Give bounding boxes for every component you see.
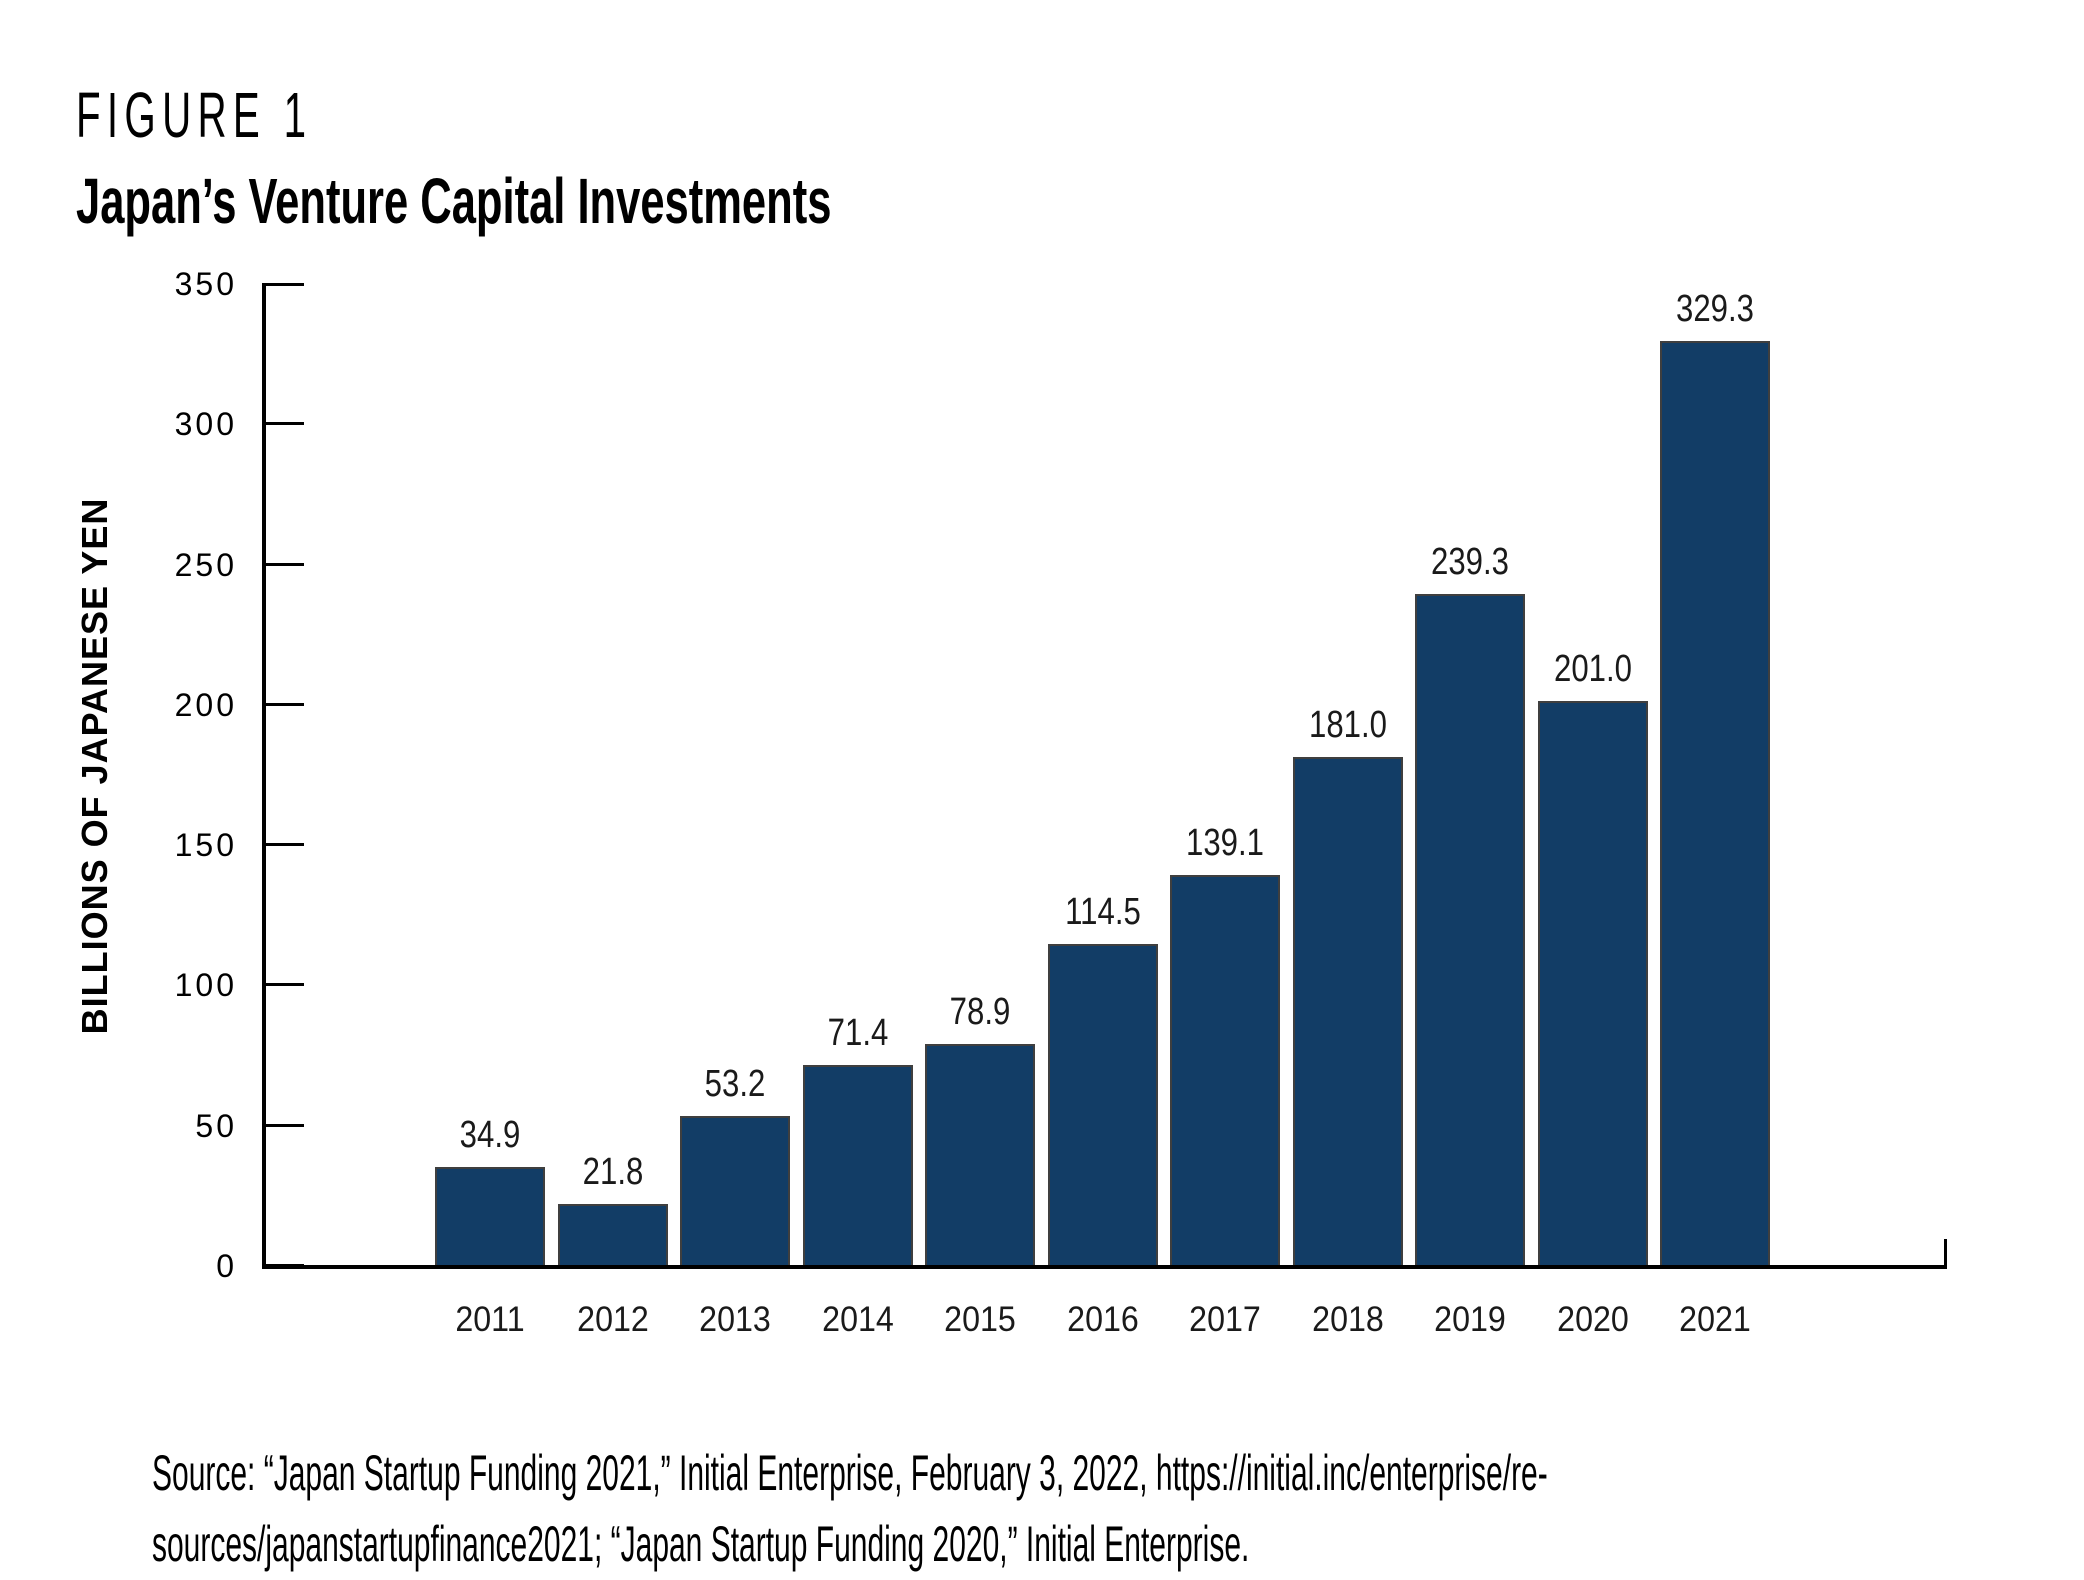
x-tick-label-2016: 2016 [1067, 1300, 1139, 1339]
y-tick-label-350: 350 [174, 266, 237, 302]
bar-2021 [1660, 341, 1770, 1265]
x-tick-label-2012: 2012 [577, 1300, 649, 1339]
bar-2015 [925, 1044, 1035, 1265]
x-tick-label-2021: 2021 [1679, 1300, 1751, 1339]
bar-value-label-2011: 34.9 [459, 1114, 521, 1156]
bar-value-label-2019: 239.3 [1431, 541, 1509, 583]
bar-2019 [1415, 594, 1525, 1265]
x-tick-label-2020: 2020 [1557, 1300, 1629, 1339]
x-tick-label-2017: 2017 [1189, 1300, 1261, 1339]
bar-value-label-2015: 78.9 [949, 991, 1011, 1033]
bar-value-label-2020: 201.0 [1554, 648, 1632, 690]
y-tick-350 [262, 283, 304, 286]
y-tick-0 [262, 1264, 304, 1267]
y-tick-label-0: 0 [216, 1248, 237, 1284]
y-tick-label-250: 250 [174, 547, 237, 583]
bar-2020 [1538, 701, 1648, 1265]
y-tick-label-300: 300 [174, 406, 237, 442]
x-axis-end-tick [1944, 1239, 1947, 1265]
bar-2013 [680, 1116, 790, 1265]
bar-2017 [1170, 875, 1280, 1265]
y-tick-250 [262, 563, 304, 566]
figure-number-label: FIGURE 1 [76, 79, 313, 151]
y-tick-label-200: 200 [174, 687, 237, 723]
source-note: Source: “Japan Startup Funding 2021,” In… [152, 1438, 1548, 1580]
bar-value-label-2014: 71.4 [827, 1012, 889, 1054]
y-tick-label-100: 100 [174, 967, 237, 1003]
x-tick-label-2019: 2019 [1434, 1300, 1506, 1339]
bar-value-label-2016: 114.5 [1065, 891, 1141, 933]
x-tick-label-2014: 2014 [822, 1300, 894, 1339]
bar-2012 [558, 1204, 668, 1265]
y-tick-label-50: 50 [195, 1108, 237, 1144]
y-tick-150 [262, 843, 304, 846]
x-tick-label-2018: 2018 [1312, 1300, 1384, 1339]
bar-value-label-2018: 181.0 [1309, 704, 1387, 746]
y-tick-label-150: 150 [174, 827, 237, 863]
y-tick-200 [262, 703, 304, 706]
source-line-2: sources/japanstartupfinance2021; “Japan … [152, 1516, 1250, 1572]
figure-title: Japan’s Venture Capital Investments [76, 165, 832, 237]
x-tick-label-2011: 2011 [455, 1300, 525, 1339]
x-tick-label-2015: 2015 [944, 1300, 1016, 1339]
y-tick-50 [262, 1124, 304, 1127]
x-axis-line [262, 1265, 1947, 1269]
bar-value-label-2013: 53.2 [704, 1063, 766, 1105]
y-tick-100 [262, 983, 304, 986]
source-line-1: Source: “Japan Startup Funding 2021,” In… [152, 1445, 1548, 1501]
bar-value-label-2017: 139.1 [1186, 822, 1264, 864]
bar-value-label-2012: 21.8 [582, 1151, 644, 1193]
bar-value-label-2021: 329.3 [1676, 288, 1754, 330]
bar-2014 [803, 1065, 913, 1265]
bar-2018 [1293, 757, 1403, 1265]
y-tick-300 [262, 422, 304, 425]
bar-2016 [1048, 944, 1158, 1265]
bar-2011 [435, 1167, 545, 1265]
y-axis-line [262, 283, 266, 1265]
plot-area: 0 50 100 150 200 250 300 350 34.9 2011 21.8 2012 53.… [175, 266, 1947, 1339]
x-tick-label-2013: 2013 [699, 1300, 771, 1339]
